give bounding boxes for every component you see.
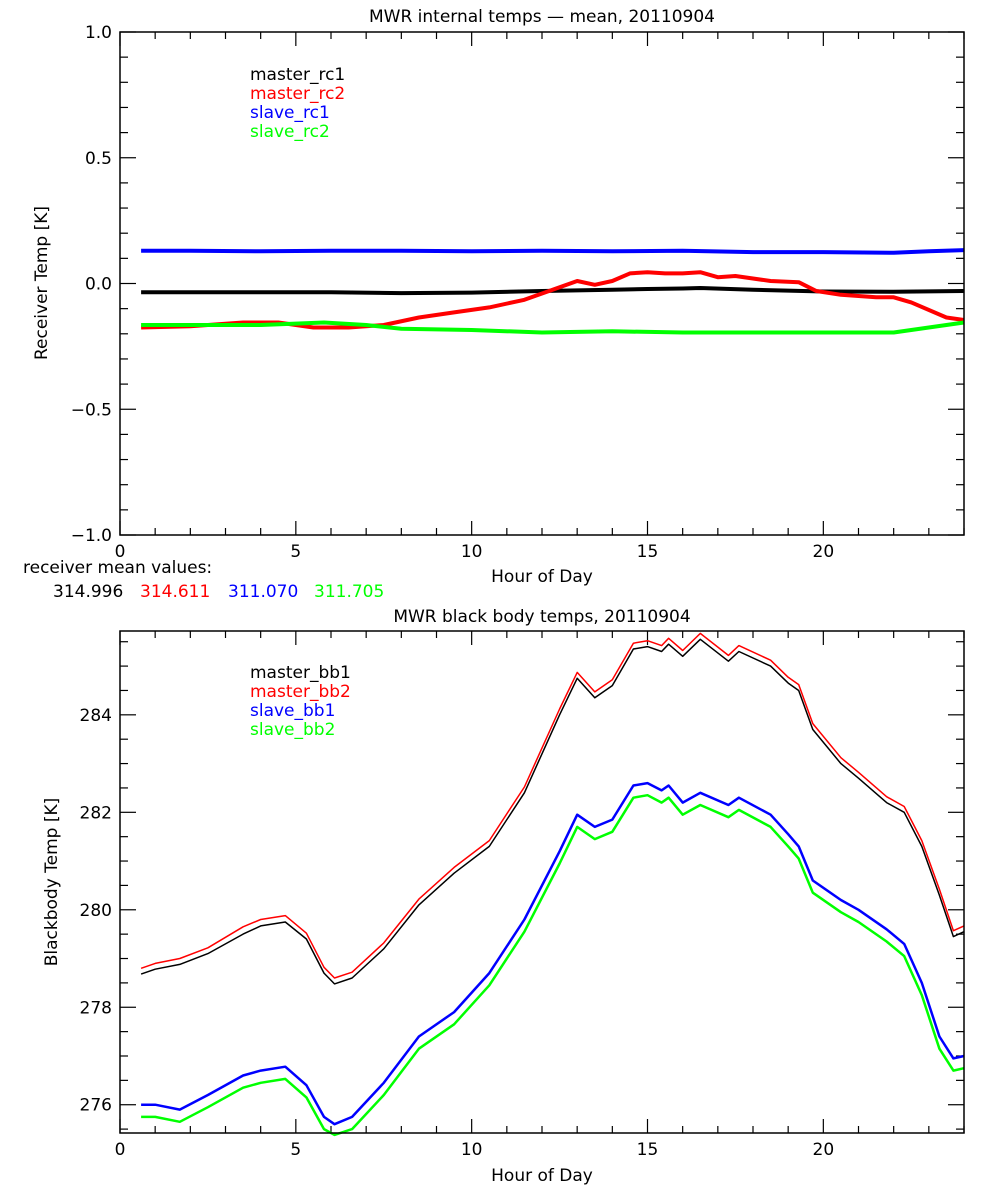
- series-line-slave-bb2: [141, 793, 965, 1137]
- receiver-means-label: receiver mean values:: [23, 558, 212, 578]
- series-line-slave-rc1: [141, 248, 965, 255]
- x-tick-label: 10: [461, 542, 483, 562]
- x-tick-label: 5: [290, 1140, 301, 1160]
- y-tick-label: 1.0: [85, 23, 112, 43]
- x-tick-label: 15: [637, 542, 659, 562]
- legend-entry: slave_bb2: [250, 720, 335, 740]
- x-tick-label: 5: [290, 542, 301, 562]
- plot-frame: [119, 31, 965, 536]
- series-line-master-rc1: [141, 286, 965, 296]
- legend-entry: master_bb1: [250, 663, 351, 683]
- receiver-means: receiver mean values: 314.996 314.611 31…: [23, 558, 384, 602]
- receiver-mean-value: 314.611: [140, 582, 210, 602]
- x-tick-label: 15: [637, 1140, 659, 1160]
- y-tick-label: 284: [80, 706, 112, 726]
- y-tick-label: 276: [80, 1096, 112, 1116]
- legend-entry: slave_bb1: [250, 701, 335, 721]
- axis-ticks: 0 5 10 15 20 −1.0 −0.5 0.0 0.5 1.0: [71, 23, 965, 562]
- y-tick-label: 0.0: [85, 275, 112, 295]
- chart-title: MWR black body temps, 20110904: [393, 607, 690, 627]
- y-axis-label: Blackbody Temp [K]: [42, 798, 62, 967]
- receiver-temp-chart: MWR internal temps — mean, 20110904 Rece…: [32, 7, 965, 587]
- series-line-master-bb2: [140, 632, 965, 979]
- y-axis-label: Receiver Temp [K]: [32, 206, 52, 360]
- x-tick-label: 20: [813, 1140, 835, 1160]
- y-tick-label: −1.0: [71, 526, 112, 546]
- legend-entry: master_rc1: [250, 65, 345, 85]
- x-tick-label: 10: [461, 1140, 483, 1160]
- y-tick-label: 282: [80, 803, 112, 823]
- y-tick-label: −0.5: [71, 400, 112, 420]
- y-tick-label: 280: [80, 901, 112, 921]
- x-tick-label: 0: [115, 542, 126, 562]
- x-tick-label: 20: [813, 542, 835, 562]
- series-line-slave-bb1: [141, 781, 965, 1126]
- legend-entry: master_rc2: [250, 84, 345, 104]
- series-lines: [140, 632, 965, 1137]
- x-axis-label: Hour of Day: [491, 1166, 593, 1186]
- y-tick-label: 278: [80, 998, 112, 1018]
- legend-entry: slave_rc1: [250, 103, 330, 123]
- legend-entry: master_bb2: [250, 682, 351, 702]
- plot-frame: [119, 630, 965, 1134]
- chart-title: MWR internal temps — mean, 20110904: [369, 7, 715, 27]
- blackbody-temp-chart: MWR black body temps, 20110904 Blackbody…: [42, 607, 965, 1186]
- x-tick-label: 0: [115, 1140, 126, 1160]
- y-tick-label: 0.5: [85, 149, 112, 169]
- legend-entry: slave_rc2: [250, 122, 330, 142]
- x-axis-label: Hour of Day: [491, 567, 593, 587]
- receiver-mean-value: 311.070: [228, 582, 298, 602]
- series-line-master-bb1: [140, 638, 965, 985]
- receiver-mean-value: 311.705: [314, 582, 384, 602]
- series-line-master-rc2: [141, 270, 965, 330]
- receiver-mean-value: 314.996: [53, 582, 123, 602]
- series-lines: [141, 248, 965, 335]
- series-line-slave-rc2: [141, 320, 965, 335]
- axis-ticks: 0 5 10 15 20 276 278 280 282 284: [80, 631, 965, 1160]
